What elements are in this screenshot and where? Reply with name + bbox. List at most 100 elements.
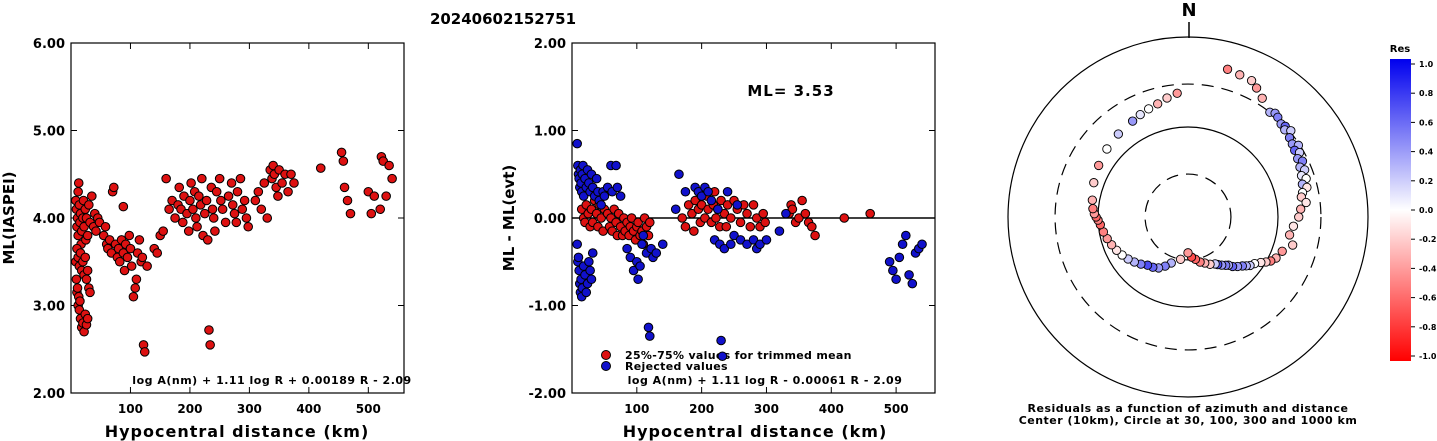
residual-data-point [578,191,589,201]
left-data-point [250,195,261,206]
0-x-tick-label: 300 [237,402,262,416]
left-data-point [174,182,185,193]
residual-data-point [622,243,632,254]
left-data-point [339,182,350,193]
left-data-point [241,213,252,223]
left-data-point [118,201,129,212]
residual-data-point [901,230,911,241]
1-x-tick-label: 500 [884,402,909,416]
colorbar-title: Res [1390,44,1410,55]
0-x-tick-label: 500 [356,402,381,416]
left-data-point [201,195,212,206]
left-data-point [273,191,283,201]
residual-data-point [657,239,668,250]
residual-data-point [703,186,713,197]
polar-data-point [1102,144,1112,154]
left-y-axis-label: ML(IASPEI) [0,171,18,264]
residual-data-point [716,335,726,346]
distance-ring-100km [1097,126,1279,308]
residual-data-point [884,256,895,267]
left-data-point [387,173,397,184]
left-data-point [87,191,97,201]
left-data-point [82,313,93,324]
0-y-tick-label: 3.00 [33,300,65,315]
left-data-point [336,147,347,158]
left-scatter-panel: ML(IASPEI) Hypocentral distance (km) log… [0,37,411,441]
left-data-point [114,256,125,267]
left-data-point [125,243,136,254]
residual-data-point [674,169,684,180]
left-data-point [80,252,91,263]
residual-data-point [794,213,804,223]
residual-data-point [628,265,639,276]
residual-data-point [625,252,636,263]
left-data-point [122,252,133,263]
residual-data-point [572,239,582,250]
residual-data-point [644,331,655,341]
residual-data-point [888,265,898,276]
left-data-point [207,204,218,215]
residual-data-point [573,252,584,263]
residual-data-point [644,217,655,228]
residual-data-point [637,239,647,250]
residual-data-point [732,200,743,210]
polar-caption-line2: Center (10km), Circle at 30, 100, 300 an… [1019,414,1358,427]
left-data-points [70,147,397,357]
polar-data-point [1257,93,1267,103]
1-x-tick-label: 100 [624,402,649,416]
left-data-point [130,283,141,293]
left-data-point [366,208,377,219]
middle-y-axis-label: ML - ML(evt) [500,165,518,271]
residual-data-point [729,230,739,241]
left-data-point [231,217,242,228]
left-data-point [214,173,225,184]
residual-data-point [683,200,694,210]
residual-data-point [585,265,595,276]
residual-data-point [897,239,908,250]
left-data-point [259,178,270,188]
legend-marker-rejected [601,361,611,371]
figure-title: 20240602152751 [430,10,576,28]
middle-annotation: log A(nm) + 1.11 log R - 0.00061 R - 2.0… [628,374,903,387]
1-x-tick-label: 200 [689,402,714,416]
left-data-point [223,191,234,201]
colorbar-tick-label: 0.0 [1419,206,1434,215]
left-data-point [235,173,246,184]
colorbar-tick-label: -1.0 [1419,352,1437,361]
left-data-point [85,287,95,298]
residual-data-point [706,195,717,206]
left-data-point [229,208,240,219]
left-data-point [384,160,394,171]
residual-data-point [643,322,654,333]
left-data-point [186,178,196,188]
left-data-point [210,226,220,236]
residual-data-point [726,213,736,223]
left-data-point [84,200,94,210]
left-data-point [232,186,243,197]
residual-data-point [680,221,691,232]
left-data-point [342,195,353,206]
left-data-point [369,191,380,201]
left-data-point [217,204,228,215]
residual-data-point [742,239,752,250]
left-data-point [239,195,250,206]
left-data-point [192,221,202,232]
colorbar-tick-label: 0.8 [1419,89,1434,98]
residual-data-point [680,186,691,197]
left-data-point [338,156,349,166]
polar-data-point [1127,116,1138,126]
1-y-tick-label: 0.00 [534,212,566,227]
colorbar-tick-label: -0.2 [1419,235,1437,244]
middle-legend: 25%-75% values for trimmed mean Rejected… [601,349,851,373]
left-data-point [124,230,135,241]
left-data-point [208,213,219,223]
1-x-tick-label: 300 [754,402,779,416]
residual-data-point [751,213,762,223]
residual-data-point [735,235,746,245]
residual-data-point [651,248,662,258]
left-data-point [142,261,152,271]
left-data-point [73,178,84,188]
polar-data-point [1288,240,1298,250]
residual-data-point [787,204,798,215]
